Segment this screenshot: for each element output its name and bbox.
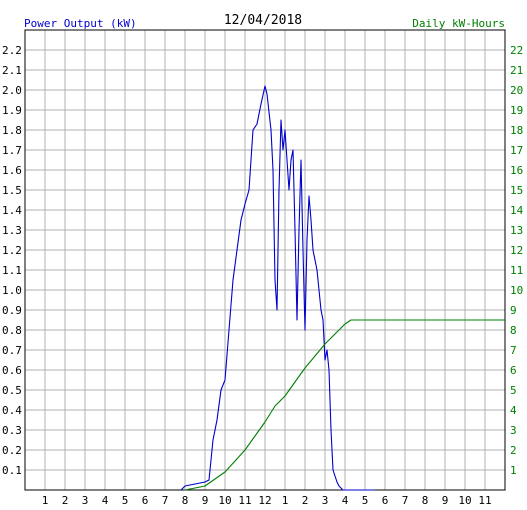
right-axis-title: Daily kW-Hours [412,17,505,30]
left-tick-label: 0.2 [2,444,22,457]
right-tick-label: 15 [510,184,523,197]
right-tick-label: 7 [510,344,517,357]
left-tick-label: 1.5 [2,184,22,197]
left-tick-label: 1.4 [2,204,22,217]
x-tick-label: 2 [302,494,309,507]
left-tick-label: 1.3 [2,224,22,237]
x-tick-label: 3 [322,494,329,507]
x-tick-label: 9 [442,494,449,507]
x-tick-label: 4 [102,494,109,507]
x-tick-label: 8 [182,494,189,507]
right-tick-label: 19 [510,104,523,117]
x-tick-label: 8 [422,494,429,507]
tick-labels: 1 2 3 4 5 6 7 8 9 10 11 12 1 2 3 4 5 6 7 8 9 10 110.10.20.30.4… [2,44,524,507]
left-tick-label: 1.9 [2,104,22,117]
left-tick-label: 1.2 [2,244,22,257]
right-tick-label: 1 [510,464,517,477]
daily-kwh-line [184,319,505,491]
x-tick-label: 5 [362,494,369,507]
left-tick-label: 0.8 [2,324,22,337]
right-tick-label: 11 [510,264,523,277]
right-tick-label: 14 [510,204,524,217]
x-tick-label: 7 [402,494,409,507]
left-tick-label: 0.5 [2,384,22,397]
left-tick-label: 1.8 [2,124,22,137]
right-tick-label: 22 [510,44,523,57]
right-tick-label: 13 [510,224,523,237]
left-tick-label: 2.1 [2,64,22,77]
plot-frame [24,29,506,491]
x-tick-label: 11 [238,494,251,507]
right-tick-label: 20 [510,84,523,97]
x-tick-label: 9 [202,494,209,507]
x-tick-label: 11 [478,494,491,507]
right-tick-label: 16 [510,164,523,177]
right-tick-label: 4 [510,404,517,417]
chart-title: 12/04/2018 [224,13,302,28]
left-axis-title: Power Output (kW) [24,17,137,30]
x-tick-label: 5 [122,494,129,507]
left-tick-label: 2.2 [2,44,22,57]
grid [25,30,505,490]
x-tick-label: 12 [258,494,271,507]
right-tick-label: 9 [510,304,517,317]
left-tick-label: 0.1 [2,464,22,477]
right-tick-label: 21 [510,64,523,77]
series-lines [180,85,505,491]
x-tick-label: 10 [458,494,471,507]
left-tick-label: 1.0 [2,284,22,297]
x-tick-label: 6 [142,494,149,507]
left-tick-label: 0.7 [2,344,22,357]
right-tick-label: 3 [510,424,517,437]
x-tick-label: 1 [282,494,289,507]
right-tick-label: 17 [510,144,523,157]
power-output-line [180,85,375,491]
left-tick-label: 0.3 [2,424,22,437]
left-tick-label: 1.1 [2,264,22,277]
right-tick-label: 6 [510,364,517,377]
right-tick-label: 10 [510,284,523,297]
left-tick-label: 0.9 [2,304,22,317]
right-tick-label: 8 [510,324,517,337]
right-tick-label: 12 [510,244,523,257]
right-tick-label: 5 [510,384,517,397]
x-tick-label: 7 [162,494,169,507]
x-tick-label: 3 [82,494,89,507]
x-tick-label: 6 [382,494,389,507]
right-tick-label: 18 [510,124,523,137]
x-tick-label: 1 [42,494,49,507]
x-tick-label: 2 [62,494,69,507]
left-tick-label: 2.0 [2,84,22,97]
left-tick-label: 1.6 [2,164,22,177]
x-tick-label: 10 [218,494,231,507]
left-tick-label: 0.6 [2,364,22,377]
left-tick-label: 1.7 [2,144,22,157]
left-tick-label: 0.4 [2,404,22,417]
x-tick-label: 4 [342,494,349,507]
right-tick-label: 2 [510,444,517,457]
